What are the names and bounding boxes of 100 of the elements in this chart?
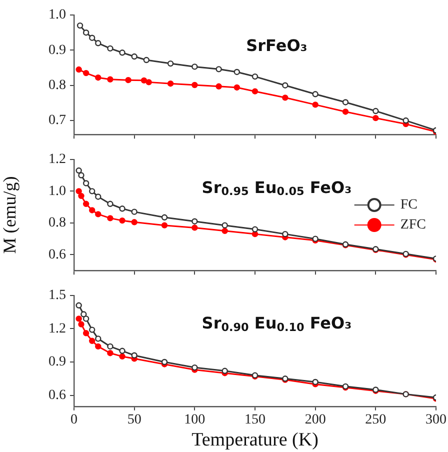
point [89, 326, 96, 333]
point [82, 180, 90, 186]
point [95, 343, 102, 350]
point [107, 350, 114, 356]
point [107, 343, 114, 350]
point [131, 219, 138, 226]
x-tick-label: 200 [304, 412, 326, 428]
y-tick-label: 0.7 [48, 113, 66, 128]
y-tick-label: 0.6 [48, 247, 66, 262]
point [89, 188, 96, 194]
point [125, 76, 132, 84]
x-tick-label: 50 [127, 412, 142, 428]
point [107, 200, 114, 207]
point [107, 215, 114, 222]
point [95, 74, 102, 81]
point [131, 208, 138, 215]
point [95, 336, 102, 342]
point [131, 53, 138, 60]
point [342, 108, 349, 115]
x-tick-label: 250 [365, 412, 386, 428]
y-tick-label: 1.2 [48, 152, 66, 168]
point [222, 368, 228, 374]
x-axis-title: Temperature (K) [192, 430, 318, 451]
point [82, 316, 90, 322]
point [76, 66, 82, 73]
point [216, 66, 222, 72]
x-tick-label: 100 [184, 412, 206, 428]
point [222, 222, 228, 228]
point [282, 230, 288, 238]
point [89, 207, 96, 214]
y-tick-label: 1.0 [48, 184, 66, 199]
y-tick-label: 0.8 [48, 216, 66, 231]
point [119, 348, 126, 354]
point [76, 302, 82, 308]
text: SrFeO₃ [246, 36, 308, 55]
point [76, 22, 84, 29]
x-tick-label: 150 [244, 412, 266, 428]
point [402, 117, 409, 124]
point [80, 311, 87, 318]
point [167, 60, 174, 67]
point [252, 73, 258, 80]
point [78, 321, 84, 328]
y-tick-label: 0.8 [48, 78, 66, 94]
point [95, 211, 102, 218]
point [95, 40, 102, 46]
point [372, 114, 379, 122]
point [89, 34, 96, 41]
y-tick-label: 0.9 [48, 354, 66, 370]
point [192, 64, 198, 70]
point [140, 77, 148, 84]
point [161, 358, 168, 366]
point [119, 353, 126, 360]
point [89, 338, 96, 344]
point [82, 29, 90, 36]
point [167, 80, 174, 87]
point [192, 218, 198, 224]
point [372, 108, 379, 114]
x-tick-label: 0 [70, 412, 78, 428]
point [252, 88, 258, 94]
legend-label: FC [400, 198, 418, 213]
point [234, 68, 240, 76]
point [252, 226, 258, 232]
point [119, 206, 126, 212]
y-tick-label: 1.2 [48, 321, 66, 336]
point [192, 224, 198, 231]
point [312, 378, 318, 386]
point [76, 167, 82, 174]
point [82, 200, 90, 207]
point [312, 102, 318, 108]
point [252, 230, 258, 238]
point [107, 45, 114, 52]
point [95, 194, 102, 200]
point [192, 82, 198, 88]
point [342, 99, 349, 106]
y-tick-label: 0.6 [48, 388, 66, 403]
point [161, 222, 168, 228]
point [146, 79, 152, 86]
y-tick-label: 1.0 [48, 8, 66, 23]
x-tick-label: 300 [426, 412, 446, 428]
point [192, 364, 198, 371]
point [216, 83, 222, 90]
point [78, 192, 84, 200]
point [161, 214, 168, 220]
point [107, 76, 114, 82]
point [82, 70, 90, 76]
y-axis-title: M (emu/g) [0, 176, 20, 254]
point [82, 330, 90, 336]
legend-label: ZFC [400, 218, 426, 233]
point [234, 84, 240, 91]
point [282, 82, 288, 88]
point [78, 172, 84, 178]
y-tick-label: 0.9 [48, 42, 66, 58]
point [131, 352, 138, 358]
point [143, 56, 150, 64]
y-tick-label: 1.5 [48, 288, 66, 304]
point [76, 316, 82, 322]
point [119, 217, 126, 224]
point [312, 91, 318, 98]
point [282, 94, 288, 101]
point [76, 188, 82, 194]
